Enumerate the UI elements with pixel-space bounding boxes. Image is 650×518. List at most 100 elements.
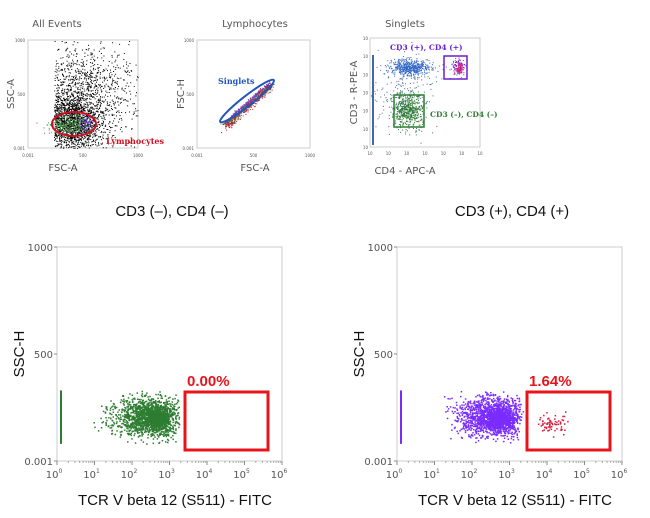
event-point xyxy=(69,102,71,104)
event-point xyxy=(114,137,116,139)
event-point xyxy=(98,114,100,116)
event-point xyxy=(56,137,58,139)
event-point xyxy=(93,113,95,115)
event-point xyxy=(401,58,403,60)
event-point xyxy=(69,101,71,103)
event-point xyxy=(397,110,399,112)
event-point xyxy=(403,116,405,118)
event-point xyxy=(231,120,233,122)
event-point xyxy=(80,84,82,86)
event-point xyxy=(59,84,61,86)
event-point xyxy=(71,126,73,128)
event-point xyxy=(419,70,421,72)
event-point xyxy=(87,136,89,138)
event-point xyxy=(250,101,252,103)
event-point xyxy=(116,111,118,113)
event-point xyxy=(417,74,419,76)
event-point xyxy=(106,101,108,103)
event-point xyxy=(77,102,79,104)
event-point xyxy=(402,82,404,84)
event-point xyxy=(61,93,63,95)
event-point xyxy=(55,138,57,140)
event-point xyxy=(77,95,79,97)
event-point xyxy=(91,124,93,126)
event-point xyxy=(53,122,55,124)
event-point xyxy=(83,119,85,121)
event-point xyxy=(118,112,120,114)
event-point xyxy=(241,108,243,110)
event-point xyxy=(98,100,100,102)
event-point xyxy=(92,62,94,64)
event-point xyxy=(73,123,75,125)
event-point xyxy=(460,70,462,72)
event-point xyxy=(70,78,72,80)
event-point xyxy=(54,139,56,141)
event-point xyxy=(87,84,89,86)
event-point xyxy=(68,95,70,97)
event-point xyxy=(413,63,415,65)
event-point xyxy=(422,64,424,66)
event-point xyxy=(460,67,462,69)
event-point xyxy=(130,145,132,147)
event-point xyxy=(82,109,84,111)
event-point xyxy=(86,119,88,121)
event-point xyxy=(56,128,58,130)
event-point xyxy=(242,112,244,114)
event-point xyxy=(410,100,412,102)
event-point xyxy=(86,142,88,144)
event-point xyxy=(233,119,235,121)
event-point xyxy=(123,99,125,101)
event-point xyxy=(267,86,269,88)
event-point xyxy=(135,110,137,112)
scatter-points xyxy=(36,40,139,149)
event-point xyxy=(86,130,88,132)
event-point xyxy=(76,133,78,135)
event-point xyxy=(83,142,85,144)
event-point xyxy=(231,122,233,124)
event-point xyxy=(87,124,89,126)
event-point xyxy=(266,84,268,86)
event-point xyxy=(456,70,458,72)
event-point xyxy=(62,140,64,142)
event-point xyxy=(255,95,257,97)
event-point xyxy=(405,65,407,67)
event-point xyxy=(60,69,62,71)
event-point xyxy=(422,113,424,115)
event-point xyxy=(96,108,98,110)
event-point xyxy=(136,76,138,78)
event-point xyxy=(70,62,72,64)
event-point xyxy=(415,53,417,55)
event-point xyxy=(78,102,80,104)
event-point xyxy=(73,106,75,108)
event-point xyxy=(82,65,84,67)
event-point xyxy=(422,120,424,122)
event-point xyxy=(400,93,402,95)
event-point xyxy=(79,97,81,99)
event-point xyxy=(417,60,419,62)
event-point xyxy=(409,67,411,69)
event-point xyxy=(424,66,426,68)
event-point xyxy=(230,121,232,123)
event-point xyxy=(91,112,93,114)
event-point xyxy=(255,92,257,94)
event-point xyxy=(225,121,227,123)
event-point xyxy=(405,129,407,131)
event-point xyxy=(58,116,60,118)
event-point xyxy=(84,72,86,74)
event-point xyxy=(98,116,100,118)
event-point xyxy=(418,129,420,131)
event-point xyxy=(439,65,441,67)
event-point xyxy=(68,128,70,130)
event-point xyxy=(393,69,395,71)
y-tick-label: 10 xyxy=(363,109,369,114)
event-point xyxy=(402,123,404,125)
event-point xyxy=(55,95,57,97)
event-point xyxy=(425,68,427,70)
event-point xyxy=(83,98,85,100)
event-point xyxy=(248,109,250,111)
event-point xyxy=(67,125,69,127)
event-point xyxy=(245,104,247,106)
event-point xyxy=(420,61,422,63)
event-point xyxy=(58,123,60,125)
event-point xyxy=(395,106,397,108)
